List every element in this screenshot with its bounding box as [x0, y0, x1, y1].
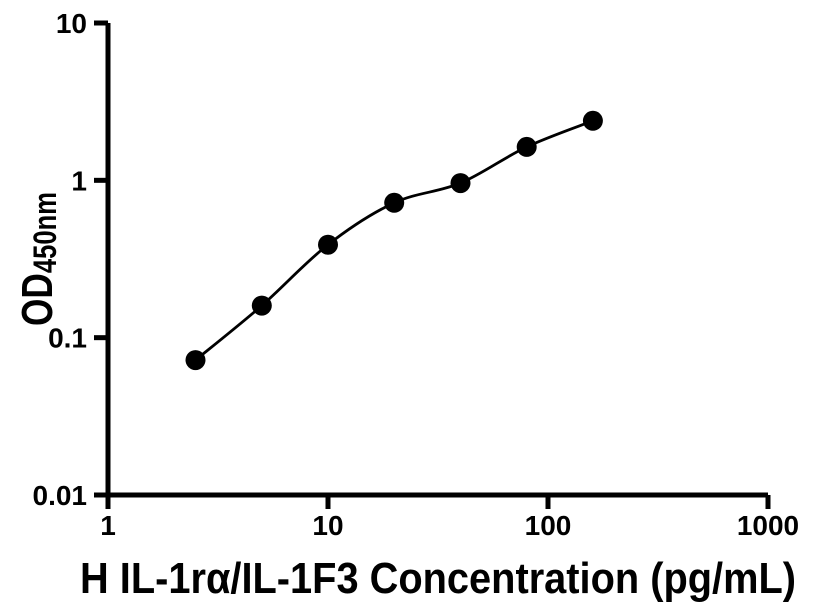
x-tick-label: 1 [100, 510, 116, 541]
x-tick-label: 1000 [737, 510, 799, 541]
data-point [318, 234, 338, 255]
y-tick-label: 1 [71, 165, 87, 196]
data-point [384, 192, 405, 213]
y-tick-label: 10 [56, 8, 87, 39]
data-point [516, 136, 537, 157]
y-axis-title-subscript: 450nm [27, 192, 63, 273]
x-tick-label: 100 [525, 510, 572, 541]
data-point [450, 173, 471, 194]
data-point [185, 350, 206, 371]
fit-curve [194, 119, 594, 362]
y-tick-label: 0.01 [33, 480, 88, 511]
y-axis-title-main: OD [13, 273, 62, 326]
y-tick-label: 0.1 [48, 323, 87, 354]
x-tick-label: 10 [312, 510, 343, 541]
data-point [251, 295, 272, 316]
data-point [582, 110, 603, 131]
axes-spines [105, 23, 768, 498]
y-axis-title: OD450nm [13, 192, 63, 326]
x-axis-title: H IL-1rα/IL-1F3 Concentration (pg/mL) [80, 554, 796, 603]
